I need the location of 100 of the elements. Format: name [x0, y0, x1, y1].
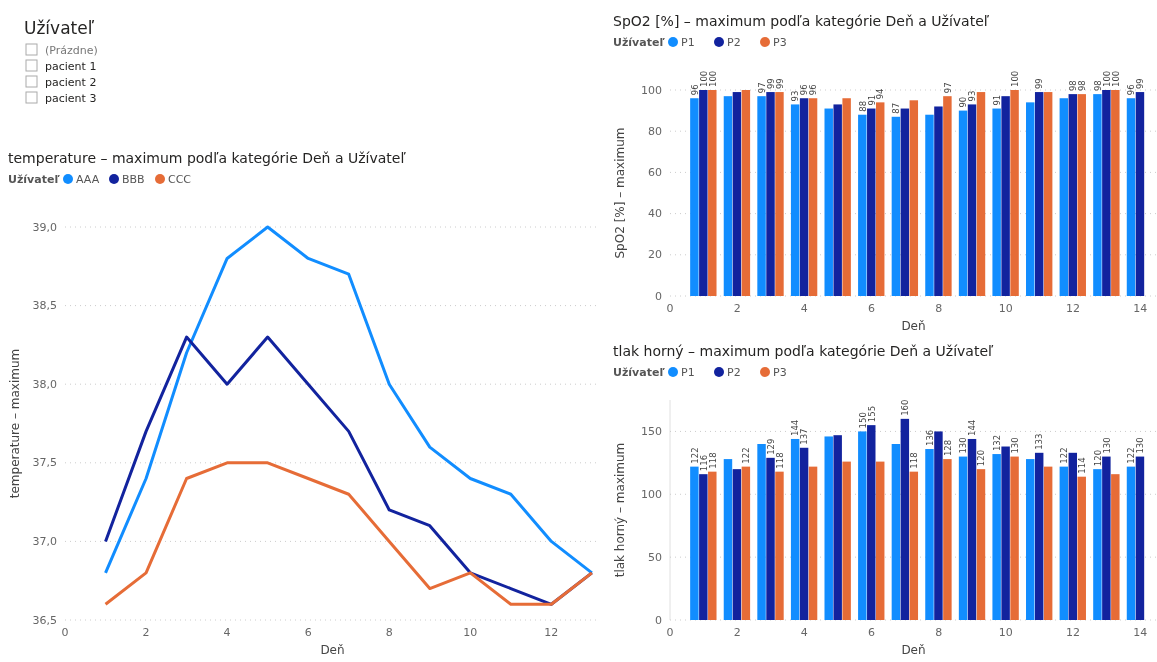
x-tick-label: 0 — [61, 626, 69, 639]
bar — [790, 104, 800, 296]
y-tick-label: 40 — [648, 207, 662, 221]
bar — [708, 471, 717, 620]
x-tick-label: 0 — [666, 626, 674, 639]
legend-title: Užívateľ — [613, 366, 666, 379]
bar — [775, 92, 784, 296]
y-tick-label: 36,5 — [32, 613, 57, 627]
data-label: 100 — [1101, 70, 1112, 87]
bar — [1043, 466, 1053, 620]
bar — [976, 92, 986, 296]
y-tick-label: 37,5 — [32, 456, 57, 470]
bar — [699, 90, 708, 296]
bar — [1102, 90, 1111, 296]
data-label: 100 — [698, 70, 709, 87]
bar — [808, 98, 818, 296]
bar — [925, 449, 934, 620]
data-label: 97 — [942, 82, 953, 94]
x-tick-label: 8 — [385, 626, 393, 639]
data-label: 144 — [790, 419, 801, 436]
bar — [1126, 98, 1136, 296]
x-tick-label: 6 — [304, 626, 312, 639]
bar — [958, 456, 968, 620]
x-tick-label: 10 — [998, 626, 1013, 639]
bar — [790, 438, 800, 620]
x-tick-label: 10 — [463, 626, 478, 639]
bar — [858, 431, 867, 620]
data-label: 122 — [1126, 447, 1137, 464]
data-label: 136 — [924, 429, 935, 447]
bar — [842, 461, 851, 620]
bar — [723, 459, 733, 620]
text: Užívateľ — [24, 18, 95, 38]
bar — [867, 425, 876, 620]
bar — [1034, 92, 1044, 296]
x-tick-label: 2 — [733, 302, 741, 315]
bar — [799, 98, 809, 296]
bar — [858, 114, 867, 296]
data-label: 96 — [808, 84, 819, 96]
bar — [1001, 446, 1010, 620]
bar — [925, 114, 934, 296]
bar — [824, 108, 833, 296]
x-tick-label: 0 — [666, 302, 674, 315]
y-tick-label: 100 — [641, 487, 662, 501]
bar — [699, 474, 708, 620]
y-tick-label: 80 — [648, 124, 662, 138]
bar — [976, 469, 986, 620]
bar — [943, 459, 952, 620]
data-label: 99 — [765, 78, 776, 90]
bar — [824, 436, 833, 620]
data-label: 99 — [1135, 78, 1146, 90]
bar — [1026, 459, 1035, 620]
bar — [833, 104, 842, 296]
data-label: 132 — [991, 434, 1002, 452]
bar — [690, 98, 699, 296]
x-tick-label: 2 — [733, 626, 741, 639]
bar — [934, 106, 943, 296]
bar — [741, 90, 751, 296]
line-series — [104, 225, 594, 575]
category-label: pacient 1 — [45, 60, 97, 73]
legend-label: P1 — [681, 36, 695, 49]
y-tick-label: 60 — [648, 165, 662, 179]
bar — [732, 469, 742, 620]
data-label: 93 — [967, 90, 978, 102]
category-label: pacient 2 — [45, 76, 97, 89]
y-axis-title: temperature – maximum — [8, 348, 22, 499]
bar — [1068, 452, 1078, 620]
data-label: 130 — [1101, 437, 1112, 454]
bar — [891, 444, 901, 620]
bar — [766, 457, 775, 620]
bar — [1059, 466, 1069, 620]
bar — [1102, 456, 1111, 620]
legend-label: P3 — [773, 36, 787, 49]
data-label: 130 — [958, 437, 969, 454]
y-tick-label: 39,0 — [32, 220, 57, 234]
x-tick-label: 6 — [868, 626, 876, 639]
data-label: 120 — [976, 449, 987, 467]
bar — [943, 96, 952, 296]
x-tick-label: 14 — [1133, 626, 1148, 639]
data-label: 160 — [900, 399, 911, 416]
x-tick-label: 10 — [998, 302, 1013, 315]
data-label: 122 — [741, 447, 752, 464]
data-label: 128 — [942, 439, 953, 457]
legend-title: Užívateľ — [613, 36, 666, 49]
bar — [1093, 469, 1102, 620]
data-label: 130 — [1135, 437, 1146, 454]
bar — [992, 454, 1001, 620]
x-tick-label: 12 — [1066, 626, 1081, 639]
bar — [741, 466, 751, 620]
bar — [1059, 98, 1069, 296]
bar — [732, 92, 742, 296]
legend-label: P3 — [773, 366, 787, 379]
bar — [799, 447, 809, 620]
legend-label: BBB — [122, 173, 145, 186]
bar — [867, 108, 876, 296]
y-tick-label: 100 — [641, 83, 662, 97]
x-axis-title: Deň — [320, 643, 345, 657]
x-axis-title: Deň — [901, 643, 926, 657]
bar — [876, 461, 885, 620]
bar — [833, 435, 842, 620]
category-label: (Prázdne) — [45, 44, 98, 57]
